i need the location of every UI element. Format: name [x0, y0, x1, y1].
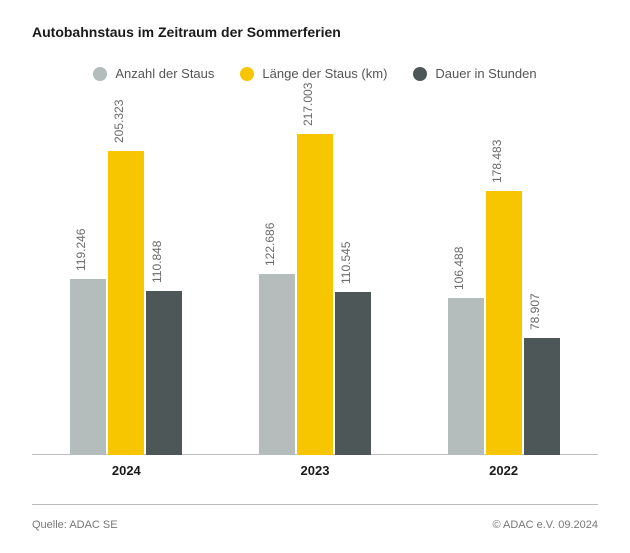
source-prefix: Quelle:	[32, 519, 69, 531]
bar	[259, 274, 295, 455]
bar-wrap: 178.483	[486, 100, 522, 455]
plot-area: 119.246 205.323 110.848 122.686 217.003 110.5…	[32, 100, 598, 483]
bar-wrap: 205.323	[108, 100, 144, 455]
legend-swatch	[93, 67, 107, 81]
footer-divider	[32, 504, 598, 505]
bar-wrap: 78.907	[524, 100, 560, 455]
bar	[146, 291, 182, 455]
bar-value-label: 119.246	[74, 228, 88, 271]
category-label: 2024	[66, 455, 186, 478]
bar-wrap: 122.686	[259, 100, 295, 455]
bar-value-label: 178.483	[490, 140, 504, 183]
legend-swatch	[413, 67, 427, 81]
legend-label: Länge der Staus (km)	[262, 66, 387, 81]
bar-value-label: 217.003	[301, 83, 315, 126]
chart-page: Autobahnstaus im Zeitraum der Sommerferi…	[0, 0, 630, 553]
bar	[524, 338, 560, 455]
bar	[335, 292, 371, 456]
bar-wrap: 217.003	[297, 100, 333, 455]
source-text: Quelle: ADAC SE	[32, 519, 118, 531]
bar-wrap: 106.488	[448, 100, 484, 455]
bar	[70, 279, 106, 455]
bar-value-label: 110.545	[339, 241, 353, 284]
legend-label: Dauer in Stunden	[435, 66, 536, 81]
bar-value-label: 110.848	[150, 241, 164, 284]
legend-swatch	[240, 67, 254, 81]
bar	[486, 191, 522, 455]
legend-item: Dauer in Stunden	[413, 66, 536, 81]
bar-group: 106.488 178.483 78.907	[447, 100, 561, 455]
copyright-text: © ADAC e.V. 09.2024	[492, 519, 598, 531]
legend: Anzahl der Staus Länge der Staus (km) Da…	[0, 66, 630, 81]
bar-group: 119.246 205.323 110.848	[69, 100, 183, 455]
legend-item: Anzahl der Staus	[93, 66, 214, 81]
bar-wrap: 119.246	[70, 100, 106, 455]
bar-wrap: 110.545	[335, 100, 371, 455]
bar-value-label: 122.686	[263, 222, 277, 265]
bar-value-label: 205.323	[112, 100, 126, 143]
bar	[448, 298, 484, 456]
bar-value-label: 106.488	[452, 246, 466, 289]
bar-group: 122.686 217.003 110.545	[258, 100, 372, 455]
category-label: 2022	[444, 455, 564, 478]
bar-value-label: 78.907	[528, 294, 542, 331]
bar	[108, 151, 144, 455]
legend-item: Länge der Staus (km)	[240, 66, 387, 81]
category-label: 2023	[255, 455, 375, 478]
source-name: ADAC SE	[69, 519, 117, 531]
bar	[297, 134, 333, 455]
bar-wrap: 110.848	[146, 100, 182, 455]
bar-groups: 119.246 205.323 110.848 122.686 217.003 110.5…	[32, 100, 598, 455]
x-labels: 2024 2023 2022	[32, 455, 598, 483]
legend-label: Anzahl der Staus	[115, 66, 214, 81]
chart-title: Autobahnstaus im Zeitraum der Sommerferi…	[32, 24, 341, 40]
